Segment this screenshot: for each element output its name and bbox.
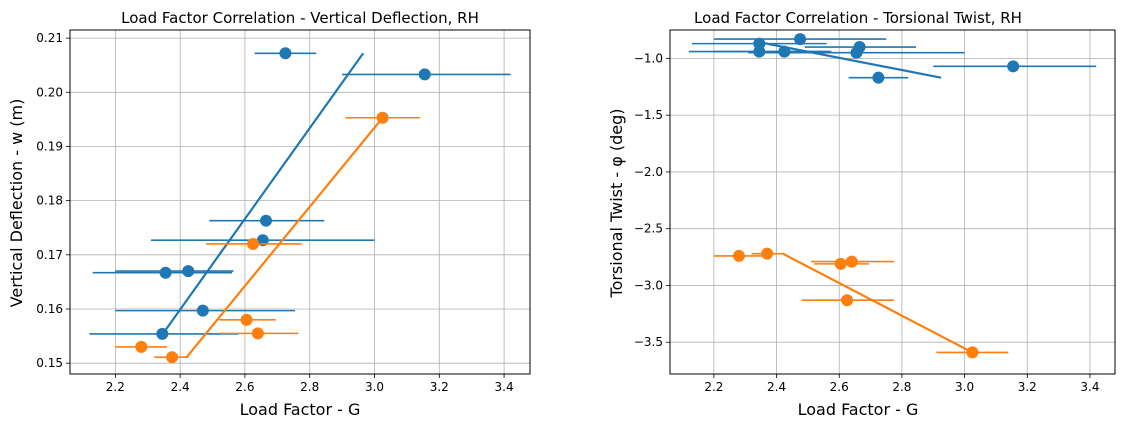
fit-line: [185, 117, 384, 358]
x-tick-label: 2.8: [892, 380, 911, 394]
x-tick-label: 2.4: [171, 380, 190, 394]
x-tick-label: 3.0: [365, 380, 384, 394]
x-tick-label: 2.6: [830, 380, 849, 394]
x-tick-label: 2.2: [106, 380, 125, 394]
data-point: [240, 313, 253, 326]
y-tick-label: 0.18: [36, 194, 63, 208]
x-tick-label: 2.8: [300, 380, 319, 394]
y-tick-label: −2.0: [634, 165, 663, 179]
y-tick-label: 0.19: [36, 139, 63, 153]
plot-frame: [69, 29, 531, 375]
data-point: [732, 249, 745, 262]
x-tick-label: 3.0: [955, 380, 974, 394]
data-point: [156, 327, 169, 340]
y-tick-label: −2.5: [634, 222, 663, 236]
y-tick-label: −1.0: [634, 51, 663, 65]
x-tick-label: 2.2: [704, 380, 723, 394]
y-tick-label: −3.0: [634, 278, 663, 292]
x-tick-label: 3.2: [1018, 380, 1037, 394]
data-point: [159, 266, 172, 279]
y-tick-label: 0.21: [36, 31, 63, 45]
torsional-twist-chart: Load Factor Correlation - Torsional Twis…: [607, 9, 1116, 419]
y-axis-label: Vertical Deflection - w (m): [7, 99, 26, 308]
data-point: [135, 340, 148, 353]
data-point: [778, 45, 791, 58]
x-tick-label: 3.4: [1080, 380, 1099, 394]
data-point: [753, 45, 766, 58]
plot-frame: [669, 29, 1116, 375]
y-tick-label: 0.15: [36, 356, 63, 370]
x-tick-label: 3.4: [495, 380, 514, 394]
chart-title: Load Factor Correlation - Torsional Twis…: [694, 9, 1022, 27]
y-tick-label: 0.17: [36, 248, 63, 262]
data-point: [418, 68, 431, 81]
data-point: [376, 111, 389, 124]
y-tick-label: −3.5: [634, 335, 663, 349]
data-point: [259, 214, 272, 227]
data-point: [872, 71, 885, 84]
data-point: [841, 294, 854, 307]
data-point: [834, 257, 847, 270]
data-point: [850, 46, 863, 59]
fit-line: [760, 41, 942, 79]
data-point: [966, 346, 979, 359]
chart-title: Load Factor Correlation - Vertical Defle…: [121, 9, 479, 27]
y-axis-label: Torsional Twist - φ (deg): [607, 109, 626, 299]
data-point: [1007, 60, 1020, 73]
data-point: [845, 255, 858, 268]
data-point: [182, 265, 195, 278]
data-point: [247, 237, 260, 250]
y-tick-label: 0.20: [36, 85, 63, 99]
data-point: [794, 33, 807, 46]
y-tick-label: 0.16: [36, 302, 63, 316]
x-axis-label: Load Factor - G: [240, 400, 361, 419]
x-axis-label: Load Factor - G: [798, 400, 919, 419]
data-point: [279, 47, 292, 60]
x-tick-label: 2.4: [767, 380, 786, 394]
x-tick-label: 2.6: [235, 380, 254, 394]
fit-line: [782, 252, 973, 354]
x-tick-label: 3.2: [430, 380, 449, 394]
vertical-deflection-chart: Load Factor Correlation - Vertical Defle…: [7, 9, 531, 419]
data-point: [251, 327, 264, 340]
fit-line: [161, 52, 365, 336]
data-point: [196, 304, 209, 317]
data-point: [761, 247, 774, 260]
data-point: [166, 351, 179, 364]
y-tick-label: −1.5: [634, 108, 663, 122]
